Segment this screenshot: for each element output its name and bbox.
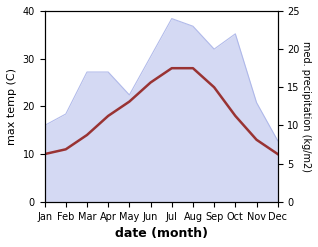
X-axis label: date (month): date (month): [115, 227, 208, 240]
Y-axis label: med. precipitation (kg/m2): med. precipitation (kg/m2): [301, 41, 311, 172]
Y-axis label: max temp (C): max temp (C): [7, 68, 17, 145]
